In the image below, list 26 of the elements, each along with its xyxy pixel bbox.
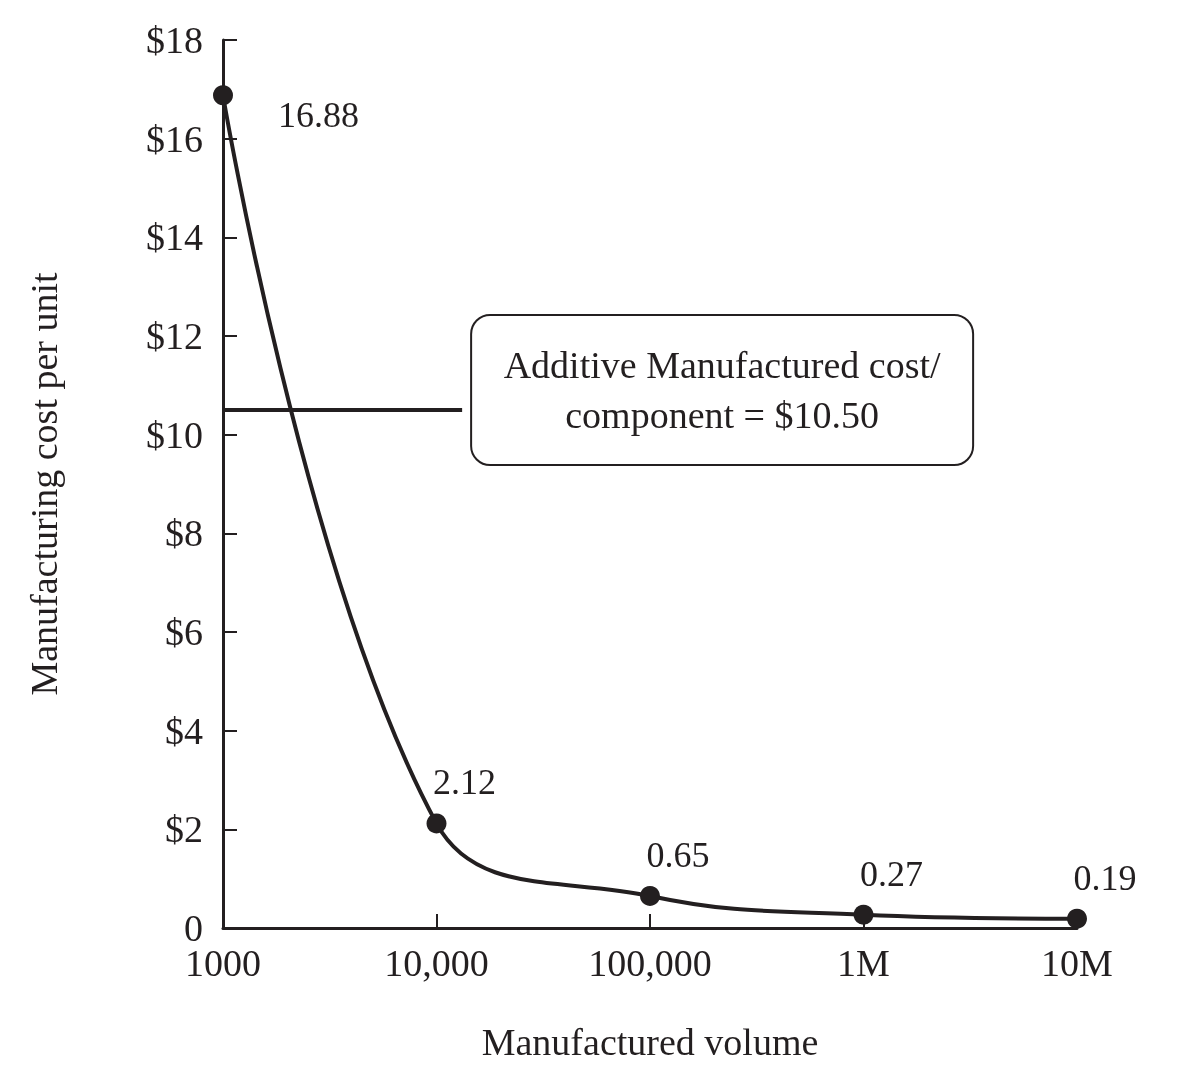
x-tick-label: 10M — [1041, 942, 1113, 984]
data-label: 16.88 — [278, 95, 359, 136]
x-tick-label: 1M — [837, 942, 890, 984]
y-tick-label: $16 — [146, 117, 203, 160]
point — [426, 813, 447, 834]
point — [1067, 908, 1087, 929]
y-tick-label: $14 — [146, 216, 203, 259]
data-label: 0.65 — [646, 834, 710, 875]
y-tick-label: $4 — [165, 709, 203, 752]
y-tick-label: $2 — [165, 808, 203, 851]
y-tick-label: $8 — [165, 512, 203, 555]
x-axis-title: Manufactured volume — [481, 1021, 819, 1063]
x-tick-label: 10,000 — [384, 942, 489, 984]
x-tick-label: 100,000 — [588, 942, 712, 984]
y-axis-title: Manufacturing cost per unit — [23, 271, 65, 696]
data-label: 2.12 — [433, 762, 496, 803]
y-tick-label: $12 — [146, 315, 203, 357]
point — [213, 85, 233, 106]
point — [853, 904, 874, 925]
y-tick-label: $18 — [146, 19, 203, 61]
y-tick-label: $6 — [165, 611, 203, 653]
data-label: 0.27 — [860, 853, 923, 894]
point — [640, 885, 660, 906]
data-label: 0.19 — [1073, 857, 1137, 898]
y-tick-label: $10 — [146, 413, 203, 456]
ref-line-label: Additive Manufactured cost/component = $10.50 — [503, 344, 941, 436]
